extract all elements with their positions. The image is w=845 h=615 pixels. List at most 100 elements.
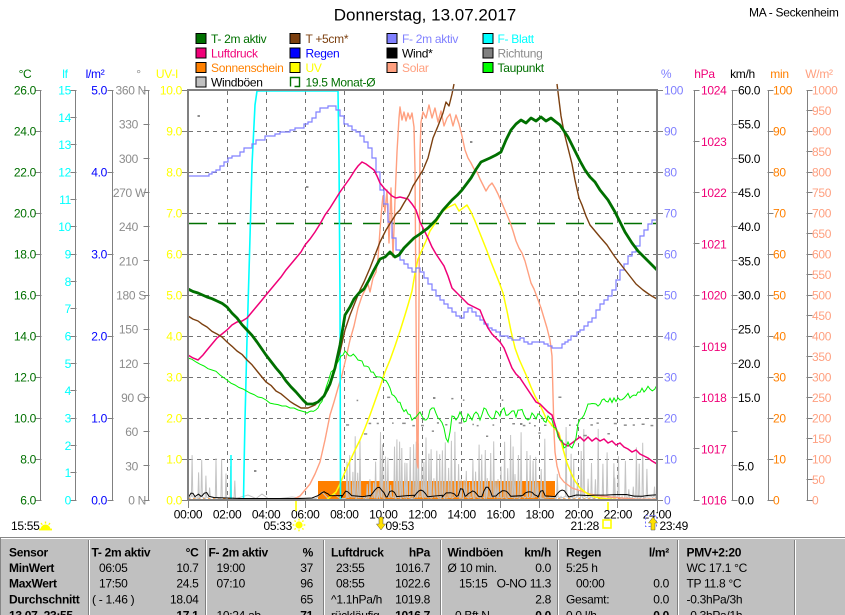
svg-text:15:15: 15:15: [459, 577, 488, 591]
svg-text:210: 210: [119, 254, 139, 268]
svg-text:30: 30: [664, 371, 677, 385]
svg-text:10:24 ab.: 10:24 ab.: [217, 609, 264, 615]
svg-text:700: 700: [812, 207, 832, 221]
svg-text:Windböen: Windböen: [448, 546, 503, 560]
svg-text:09:53: 09:53: [386, 519, 415, 533]
svg-text:4: 4: [65, 384, 72, 398]
svg-text:00:00: 00:00: [576, 577, 605, 591]
svg-text:50: 50: [664, 289, 677, 303]
svg-text:°C: °C: [19, 67, 32, 81]
svg-text:00:00: 00:00: [174, 507, 203, 521]
svg-text:1019.8: 1019.8: [395, 593, 431, 607]
svg-text:4.0: 4.0: [91, 166, 107, 180]
svg-text:60.0: 60.0: [738, 84, 761, 98]
svg-text:0.0 l/h: 0.0 l/h: [566, 609, 597, 615]
svg-text:80: 80: [664, 166, 677, 180]
svg-text:15:55: 15:55: [11, 519, 40, 533]
svg-text:MA - Seckenheim: MA - Seckenheim: [749, 6, 839, 20]
svg-text:07:10: 07:10: [217, 577, 246, 591]
svg-text:55.0: 55.0: [738, 118, 761, 132]
svg-text:12:00: 12:00: [408, 507, 437, 521]
svg-text:Luftdruck: Luftdruck: [331, 546, 384, 560]
svg-text:100: 100: [664, 84, 684, 98]
svg-text:16.0: 16.0: [14, 289, 37, 303]
svg-text:100: 100: [812, 453, 832, 467]
svg-text:40.0: 40.0: [738, 220, 761, 234]
svg-text:1016.7: 1016.7: [395, 609, 431, 615]
svg-text:90 O: 90 O: [121, 391, 146, 405]
svg-text:50: 50: [812, 473, 825, 487]
svg-text:1023: 1023: [701, 135, 727, 149]
svg-text:24.5: 24.5: [176, 577, 199, 591]
svg-text:0.0: 0.0: [166, 494, 182, 508]
svg-text:400: 400: [812, 330, 832, 344]
svg-text:14: 14: [58, 111, 71, 125]
svg-text:T- 2m aktiv: T- 2m aktiv: [211, 32, 267, 46]
svg-text:65: 65: [300, 593, 313, 607]
svg-text:30: 30: [773, 371, 786, 385]
svg-text:5:25 h: 5:25 h: [566, 561, 598, 575]
svg-text:800: 800: [812, 166, 832, 180]
svg-text:9: 9: [65, 248, 72, 262]
svg-text:1021: 1021: [701, 237, 727, 251]
svg-text:0.0: 0.0: [535, 609, 551, 615]
svg-text:20.0: 20.0: [738, 357, 761, 371]
svg-text:( - 1.46 ): ( - 1.46 ): [92, 593, 135, 607]
svg-text:300: 300: [812, 371, 832, 385]
svg-text:km/h: km/h: [524, 546, 551, 560]
svg-text:Taupunkt: Taupunkt: [498, 61, 545, 75]
svg-text:0.0: 0.0: [738, 494, 754, 508]
svg-text:18:00: 18:00: [525, 507, 554, 521]
svg-text:km/h: km/h: [730, 67, 755, 81]
svg-text:7.0: 7.0: [166, 207, 182, 221]
svg-text:Sensor: Sensor: [9, 546, 49, 560]
svg-text:330: 330: [119, 118, 139, 132]
svg-text:10:00: 10:00: [369, 507, 398, 521]
svg-text:0.0: 0.0: [653, 577, 669, 591]
svg-text:8: 8: [65, 275, 72, 289]
svg-text:1017: 1017: [701, 442, 727, 456]
svg-text:60: 60: [773, 248, 786, 262]
svg-text:900: 900: [812, 125, 832, 139]
svg-text:°C: °C: [186, 546, 199, 560]
svg-text:70: 70: [664, 207, 677, 221]
svg-text:MinWert: MinWert: [9, 561, 54, 575]
svg-text:Regen: Regen: [566, 546, 601, 560]
svg-text:950: 950: [812, 104, 832, 118]
svg-text:10: 10: [773, 453, 786, 467]
svg-text:Ø 10 min.: Ø 10 min.: [448, 561, 497, 575]
svg-text:1024: 1024: [701, 84, 727, 98]
svg-text:300: 300: [119, 152, 139, 166]
svg-text:20.0: 20.0: [14, 207, 37, 221]
svg-text:^1.1hPa/h: ^1.1hPa/h: [331, 593, 382, 607]
svg-text:2.8: 2.8: [535, 593, 551, 607]
svg-text:Wind*: Wind*: [402, 47, 433, 61]
svg-text:650: 650: [812, 227, 832, 241]
svg-text:17:50: 17:50: [99, 577, 128, 591]
svg-text:l/m²: l/m²: [86, 67, 105, 81]
svg-text:hPa: hPa: [694, 67, 715, 81]
svg-text:10.0: 10.0: [160, 84, 183, 98]
svg-text:550: 550: [812, 268, 832, 282]
svg-text:20:00: 20:00: [565, 507, 594, 521]
svg-text:UV-I: UV-I: [156, 67, 178, 81]
svg-text:180 S: 180 S: [116, 289, 146, 303]
svg-text:1000: 1000: [812, 84, 838, 98]
svg-text:MaxWert: MaxWert: [9, 577, 57, 591]
svg-text:90: 90: [773, 125, 786, 139]
svg-text:0 N: 0 N: [128, 494, 146, 508]
svg-text:10: 10: [664, 453, 677, 467]
svg-text:750: 750: [812, 186, 832, 200]
svg-text:Donnerstag, 13.07.2017: Donnerstag, 13.07.2017: [334, 6, 516, 25]
svg-text:UV: UV: [306, 61, 322, 75]
svg-text:02:00: 02:00: [213, 507, 242, 521]
svg-text:hPa: hPa: [409, 546, 431, 560]
svg-text:50.0: 50.0: [738, 152, 761, 166]
svg-text:PMV+2:20: PMV+2:20: [687, 546, 742, 560]
svg-text:19.5 Monat-Ø: 19.5 Monat-Ø: [306, 76, 376, 90]
svg-text:12.0: 12.0: [14, 371, 37, 385]
svg-text:360 N: 360 N: [115, 84, 146, 98]
svg-text:13.07, 23:55: 13.07, 23:55: [9, 609, 73, 615]
svg-text:6: 6: [65, 330, 72, 344]
svg-text:120: 120: [119, 357, 139, 371]
